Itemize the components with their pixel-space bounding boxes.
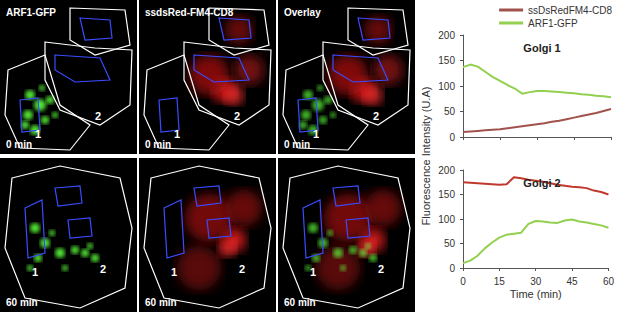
svg-text:0 min: 0 min (6, 139, 32, 150)
svg-text:ARF1-GFP: ARF1-GFP (6, 7, 56, 18)
svg-text:200: 200 (438, 165, 455, 176)
svg-text:2: 2 (100, 263, 106, 275)
svg-text:50: 50 (444, 106, 456, 117)
svg-text:2: 2 (373, 110, 379, 122)
svg-text:ARF1-GFP: ARF1-GFP (528, 18, 578, 29)
svg-text:50: 50 (444, 238, 456, 249)
svg-text:100: 100 (438, 214, 455, 225)
svg-text:Golgi 1: Golgi 1 (523, 42, 560, 54)
svg-text:0: 0 (449, 263, 455, 274)
svg-text:60: 60 (603, 276, 615, 287)
svg-text:1: 1 (310, 266, 316, 278)
svg-text:Time (min): Time (min) (510, 288, 562, 300)
svg-text:60 min: 60 min (6, 297, 38, 308)
svg-text:100: 100 (438, 81, 455, 92)
svg-text:60 min: 60 min (284, 297, 316, 308)
svg-text:15: 15 (494, 276, 506, 287)
svg-text:2: 2 (239, 263, 245, 275)
svg-text:60 min: 60 min (145, 297, 177, 308)
svg-text:2: 2 (234, 110, 240, 122)
svg-text:150: 150 (438, 55, 455, 66)
svg-text:Overlay: Overlay (284, 7, 321, 18)
svg-text:0 min: 0 min (145, 139, 171, 150)
svg-text:1: 1 (32, 266, 38, 278)
svg-text:45: 45 (567, 276, 579, 287)
svg-text:1: 1 (171, 266, 177, 278)
svg-text:ssdsRed-FM4-CD8: ssdsRed-FM4-CD8 (145, 7, 234, 18)
svg-text:0 min: 0 min (284, 139, 310, 150)
svg-text:Fluorescence Intensity (U.A): Fluorescence Intensity (U.A) (420, 87, 432, 226)
svg-text:200: 200 (438, 30, 455, 41)
svg-text:1: 1 (313, 128, 319, 140)
svg-text:1: 1 (174, 128, 180, 140)
svg-text:1: 1 (35, 128, 41, 140)
svg-text:Golgi 2: Golgi 2 (523, 177, 560, 189)
svg-text:ssDsRedFM4-CD8: ssDsRedFM4-CD8 (528, 5, 612, 16)
svg-text:0: 0 (449, 132, 455, 143)
svg-text:2: 2 (378, 263, 384, 275)
svg-text:30: 30 (530, 276, 542, 287)
svg-text:2: 2 (95, 110, 101, 122)
svg-text:0: 0 (460, 276, 466, 287)
svg-text:150: 150 (438, 189, 455, 200)
